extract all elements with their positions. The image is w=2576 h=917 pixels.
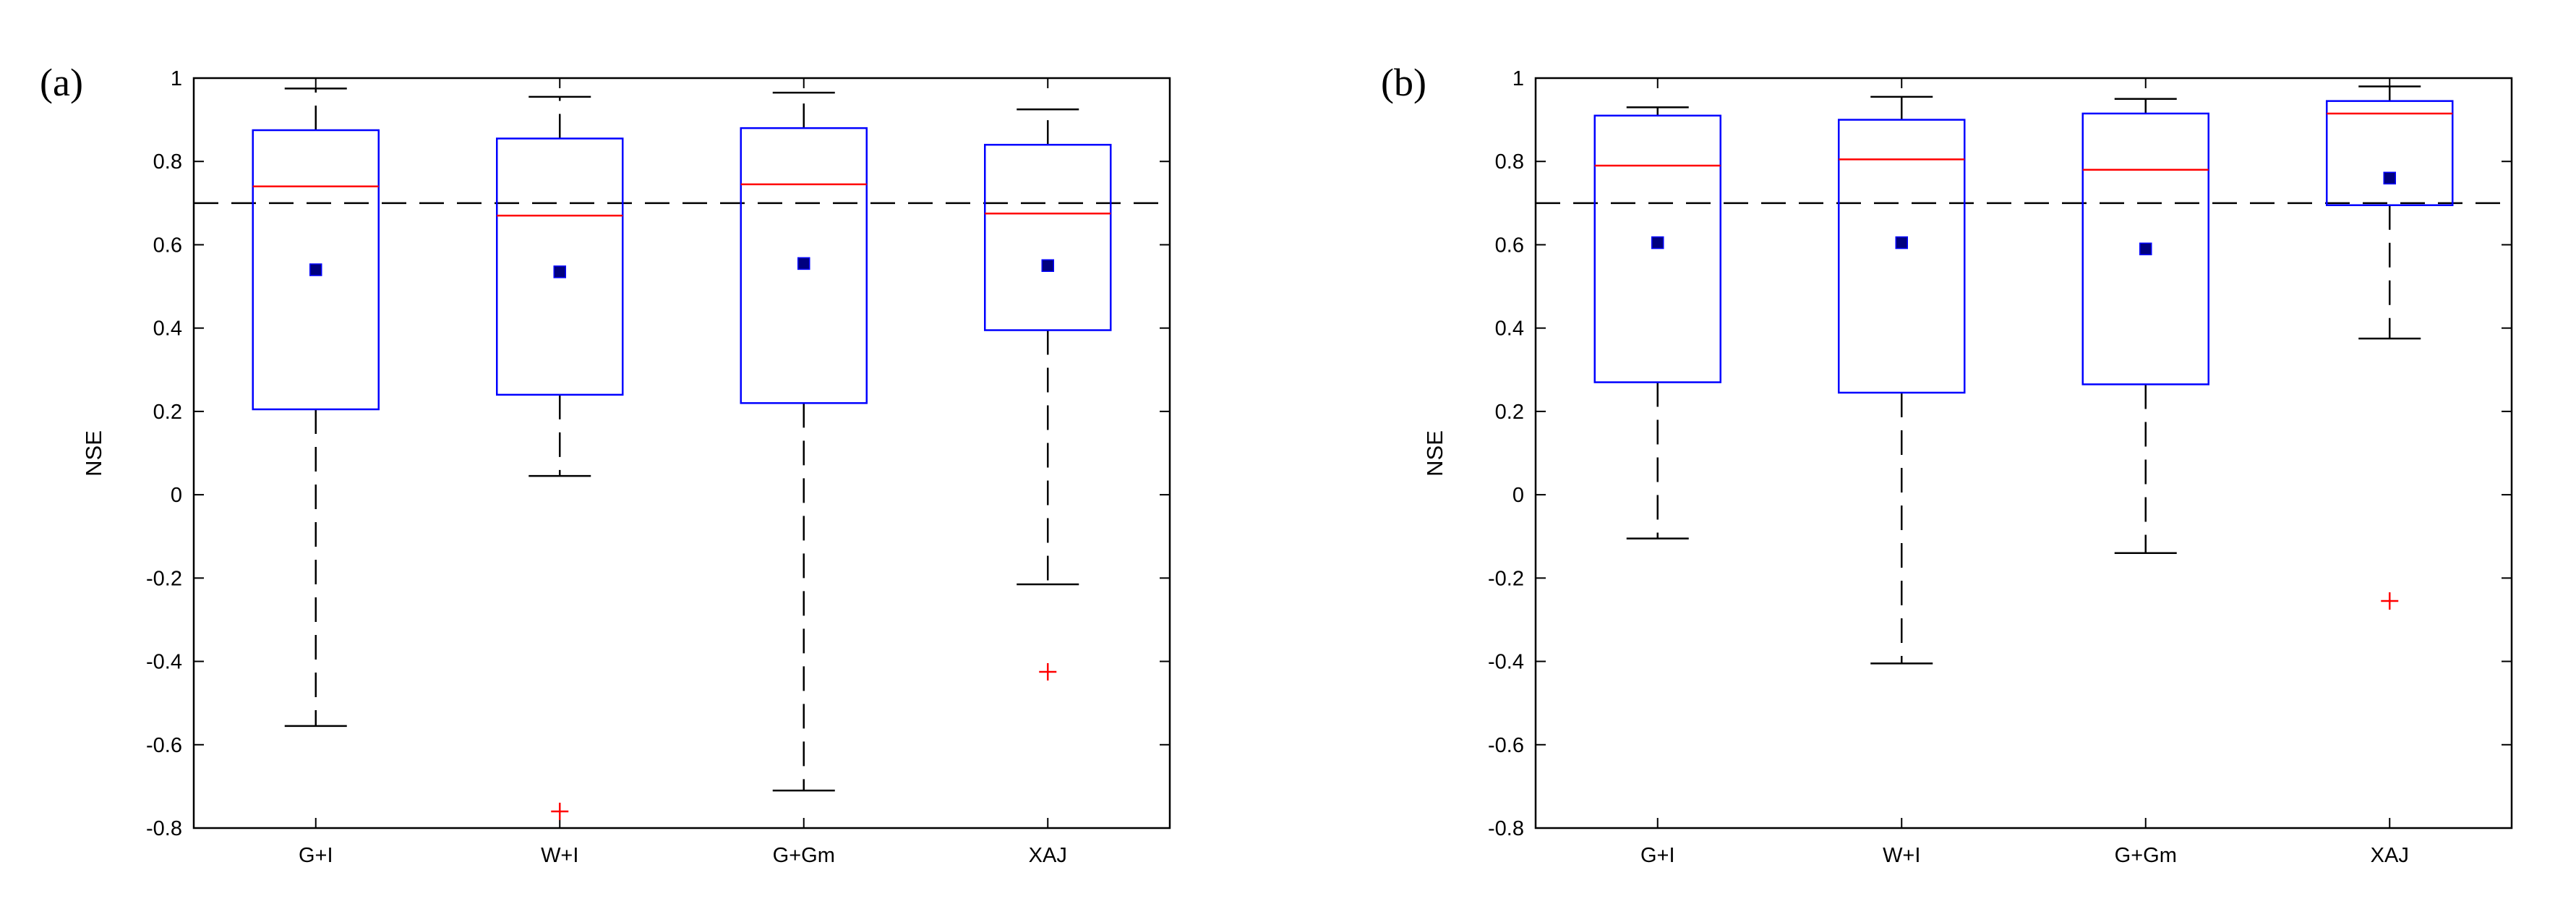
x-tick-label: W+I: [1883, 844, 1920, 867]
interquartile-box: [1838, 119, 1966, 394]
y-tick-label: -0.4: [1488, 651, 1524, 674]
chart-panel-b: -0.8 -0.6 -0.4 -0.2 0 0.2 0.4 0.6 0.8 1 G+I W+I G+Gm…: [1381, 61, 2513, 867]
y-tick-label: -0.8: [1488, 817, 1524, 840]
outlier-marker: [551, 802, 569, 820]
panel-label: (b): [1381, 61, 1426, 104]
interquartile-box: [2081, 112, 2209, 385]
x-tick-label: G+I: [299, 844, 333, 867]
outlier-marker: [1039, 662, 1057, 681]
mean-marker: [1041, 259, 1054, 272]
box-plot-xaj: [984, 108, 1112, 681]
y-tick-label: -0.2: [146, 567, 182, 590]
y-tick-label: 0.4: [1495, 317, 1524, 341]
box-plot-g-plus-gm: [2081, 98, 2209, 555]
mean-marker: [553, 265, 566, 278]
plot-area-frame: [192, 77, 1171, 829]
y-tick-label: -0.4: [146, 651, 182, 674]
interquartile-box: [2326, 100, 2454, 206]
x-tick-label: G+I: [1640, 844, 1675, 867]
mean-marker: [309, 263, 322, 276]
mean-marker: [1651, 236, 1664, 249]
panel-label: (a): [40, 61, 83, 104]
y-tick-label: 0.2: [1495, 401, 1524, 424]
x-tick-label: XAJ: [1029, 844, 1067, 867]
x-tick-label: XAJ: [2371, 844, 2409, 867]
interquartile-box: [984, 143, 1112, 331]
mean-marker: [1895, 236, 1908, 249]
y-tick-label: 0.2: [153, 401, 182, 424]
outlier-marker: [2381, 592, 2399, 610]
y-tick-label: -0.6: [1488, 734, 1524, 757]
plot-area-frame: [1534, 77, 2513, 829]
y-axis-label: NSE: [1422, 430, 1447, 477]
y-axis-label: NSE: [81, 430, 106, 477]
y-tick-label: 0: [171, 484, 182, 507]
box-plot-xaj: [2326, 85, 2454, 610]
y-tick-label: 0.6: [1495, 234, 1524, 257]
x-tick-label: G+Gm: [2115, 844, 2177, 867]
mean-marker: [2383, 171, 2396, 185]
x-tick-label: G+Gm: [773, 844, 835, 867]
box-plot-w-plus-i: [1838, 95, 1966, 665]
box-plot-g-plus-i: [252, 88, 380, 728]
y-tick-label: 0.8: [153, 150, 182, 174]
y-tick-label: 0.8: [1495, 150, 1524, 174]
interquartile-box: [740, 127, 868, 404]
mean-marker: [2139, 242, 2152, 255]
y-tick-label: -0.8: [146, 817, 182, 840]
box-plot-g-plus-gm: [740, 91, 868, 792]
box-plot-g-plus-i: [1593, 106, 1721, 539]
y-tick-label: -0.6: [146, 734, 182, 757]
x-tick-label: W+I: [541, 844, 578, 867]
y-tick-label: -0.2: [1488, 567, 1524, 590]
mean-marker: [797, 257, 810, 270]
interquartile-box: [1593, 114, 1721, 383]
y-tick-label: 0.4: [153, 317, 182, 341]
box-plot-w-plus-i: [496, 95, 624, 820]
chart-panel-a: -0.8 -0.6 -0.4 -0.2 0 0.2 0.4 0.6 0.8 1 G+I W+I G+Gm…: [40, 61, 1171, 867]
y-tick-label: 1: [171, 67, 182, 90]
interquartile-box: [496, 137, 624, 396]
y-tick-label: 0: [1512, 484, 1524, 507]
interquartile-box: [252, 129, 380, 411]
y-tick-label: 1: [1512, 67, 1524, 90]
y-tick-label: 0.6: [153, 234, 182, 257]
